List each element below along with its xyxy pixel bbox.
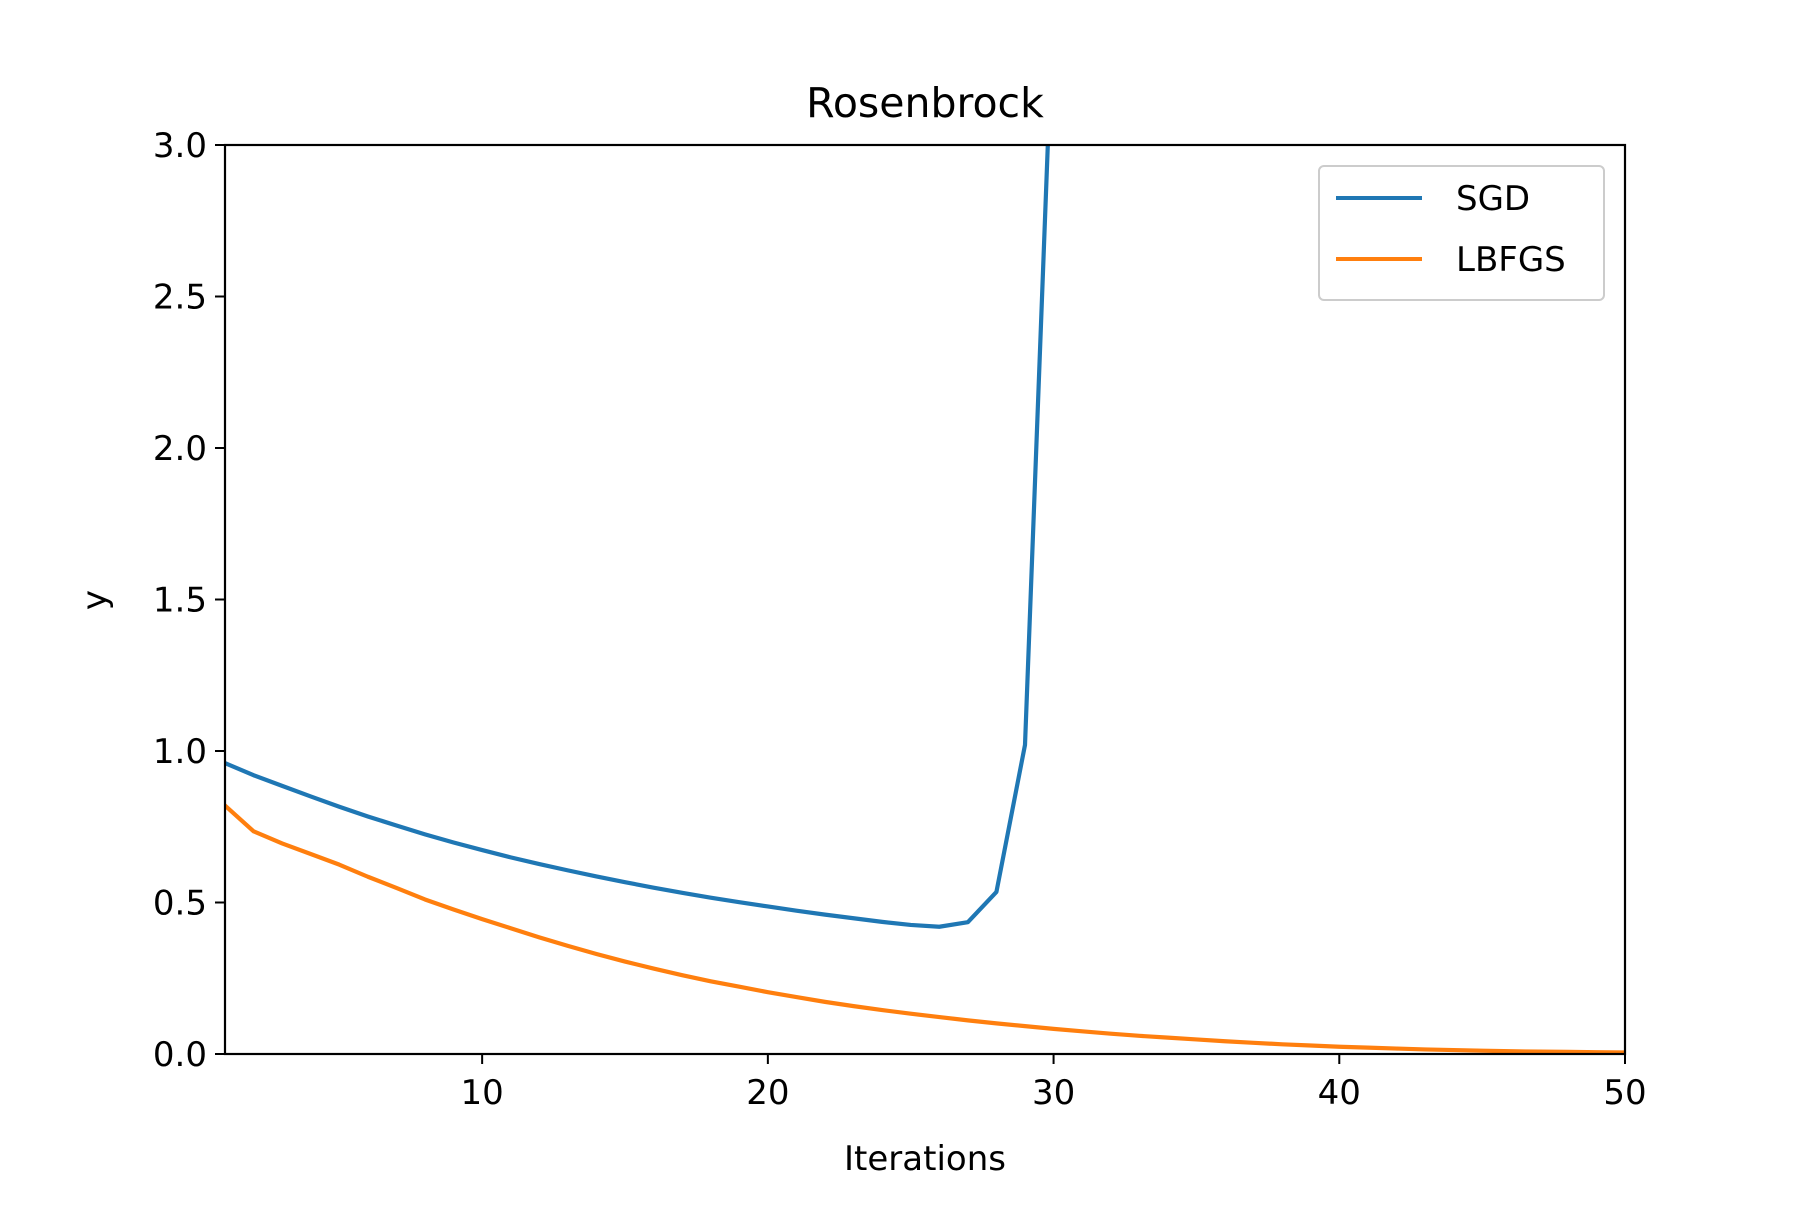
x-tick-label: 30 xyxy=(1032,1073,1075,1113)
series-line-sgd xyxy=(225,145,1050,929)
x-axis: 10 20 30 40 50 xyxy=(461,1054,1647,1113)
y-axis: 0.0 0.5 1.0 1.5 2.0 2.5 3.0 xyxy=(153,126,225,1075)
y-tick-label: 1.0 xyxy=(153,732,207,772)
x-tick-label: 40 xyxy=(1318,1073,1361,1113)
series-line-lbfgs xyxy=(225,802,1625,1054)
y-axis-label: y xyxy=(75,590,115,610)
legend-label-sgd: SGD xyxy=(1456,179,1530,219)
y-tick-label: 3.0 xyxy=(153,126,207,166)
x-tick-label: 20 xyxy=(746,1073,789,1113)
series-layer xyxy=(225,145,1625,1054)
chart-title: Rosenbrock xyxy=(806,79,1044,127)
y-tick-label: 0.0 xyxy=(153,1035,207,1075)
legend-label-lbfgs: LBFGS xyxy=(1456,240,1566,280)
y-tick-label: 2.0 xyxy=(153,429,207,469)
y-tick-label: 1.5 xyxy=(153,581,207,621)
legend: SGD LBFGS xyxy=(1318,165,1605,301)
y-tick-label: 2.5 xyxy=(153,278,207,318)
x-tick-label: 10 xyxy=(461,1073,504,1113)
x-axis-label: Iterations xyxy=(844,1139,1006,1179)
x-tick-label: 50 xyxy=(1603,1073,1646,1113)
y-tick-label: 0.5 xyxy=(153,884,207,924)
